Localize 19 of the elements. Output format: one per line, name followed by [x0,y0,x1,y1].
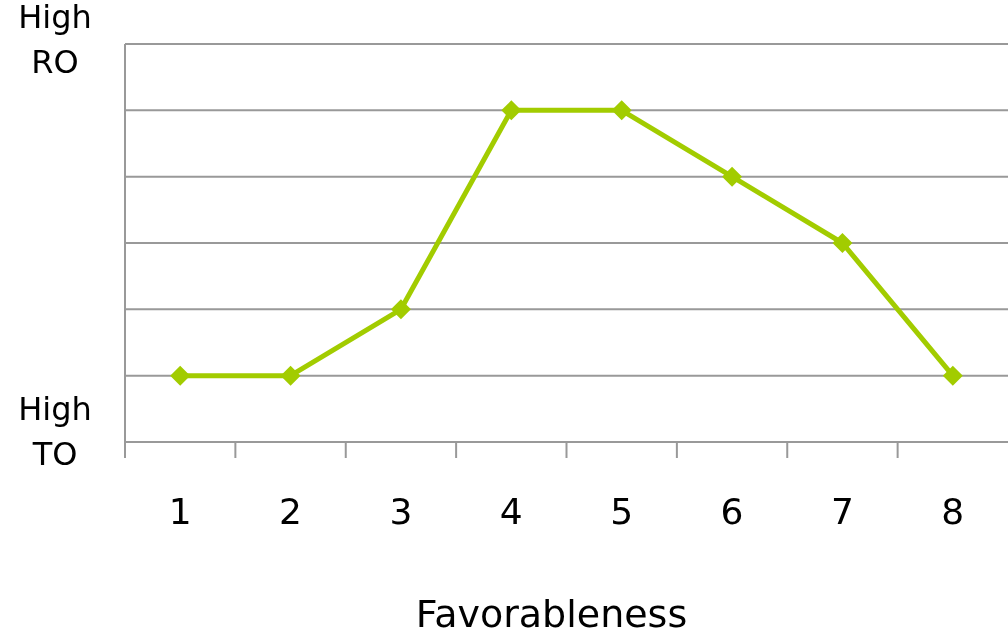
point [722,166,743,187]
point [611,100,632,121]
x-tick-label: 2 [279,491,303,532]
text: High TO [18,390,92,473]
text: High RO [18,0,92,81]
x-tick-label: 3 [389,491,413,532]
x-tick-label: 5 [610,491,634,532]
x-tick-label: 1 [168,491,192,532]
point [280,365,301,386]
x-axis-title: Favorableness [415,592,688,635]
x-tick-label: 8 [941,491,965,532]
point [170,365,191,386]
x-tick-label: 7 [830,491,854,532]
point [501,100,522,121]
x-tick-label: 6 [720,491,744,532]
point [942,365,963,386]
x-tick-label: 4 [499,491,523,532]
point [390,299,411,320]
point [832,233,853,253]
